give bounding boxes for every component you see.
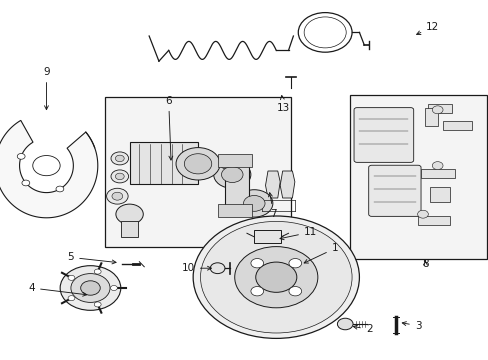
Circle shape xyxy=(184,154,211,174)
Circle shape xyxy=(220,158,234,169)
Circle shape xyxy=(94,302,101,307)
FancyBboxPatch shape xyxy=(353,108,413,162)
Circle shape xyxy=(288,287,301,296)
Text: 11: 11 xyxy=(280,227,317,240)
Circle shape xyxy=(210,263,224,274)
Circle shape xyxy=(71,274,110,302)
Circle shape xyxy=(221,167,243,183)
Bar xyxy=(200,158,227,169)
Polygon shape xyxy=(265,171,280,198)
Bar xyxy=(427,104,451,113)
Circle shape xyxy=(60,266,121,310)
Text: 2: 2 xyxy=(353,324,372,334)
Text: 7: 7 xyxy=(268,193,277,219)
Text: 10: 10 xyxy=(182,263,211,273)
Polygon shape xyxy=(0,120,98,218)
Text: 5: 5 xyxy=(67,252,116,264)
Bar xyxy=(217,204,251,217)
Bar xyxy=(349,95,486,259)
Circle shape xyxy=(234,247,317,308)
Circle shape xyxy=(115,155,124,162)
Bar xyxy=(417,216,449,225)
Circle shape xyxy=(81,281,100,295)
Bar xyxy=(429,187,449,202)
Text: 8: 8 xyxy=(421,259,428,269)
Circle shape xyxy=(255,262,296,292)
Circle shape xyxy=(110,285,117,291)
Circle shape xyxy=(250,258,263,268)
Text: 3: 3 xyxy=(402,321,421,331)
Bar xyxy=(442,121,471,130)
Circle shape xyxy=(112,192,122,200)
Circle shape xyxy=(193,216,359,338)
Circle shape xyxy=(17,153,25,159)
Circle shape xyxy=(288,258,301,268)
Polygon shape xyxy=(280,171,294,198)
Circle shape xyxy=(115,173,124,180)
Text: 6: 6 xyxy=(165,96,172,160)
Circle shape xyxy=(56,186,63,192)
Circle shape xyxy=(235,190,272,217)
Text: 4: 4 xyxy=(28,283,86,296)
Circle shape xyxy=(111,152,128,165)
Bar xyxy=(425,108,437,126)
Text: 13: 13 xyxy=(276,95,290,113)
Bar xyxy=(121,221,138,237)
Circle shape xyxy=(417,210,427,218)
Circle shape xyxy=(22,180,30,186)
Circle shape xyxy=(200,221,351,333)
Bar xyxy=(129,142,198,184)
Circle shape xyxy=(111,170,128,183)
Circle shape xyxy=(116,204,143,224)
Circle shape xyxy=(337,318,352,330)
Circle shape xyxy=(213,161,250,188)
Circle shape xyxy=(68,296,75,301)
Circle shape xyxy=(431,162,442,170)
Bar xyxy=(254,230,281,243)
Circle shape xyxy=(106,188,128,204)
Bar xyxy=(420,169,454,178)
Circle shape xyxy=(176,148,220,180)
Circle shape xyxy=(68,275,75,280)
Text: 9: 9 xyxy=(43,67,50,109)
Circle shape xyxy=(94,269,101,274)
Circle shape xyxy=(250,287,263,296)
Bar xyxy=(105,97,290,247)
Circle shape xyxy=(243,195,264,211)
Bar xyxy=(224,155,249,216)
Circle shape xyxy=(193,158,207,169)
Circle shape xyxy=(33,156,60,176)
Bar xyxy=(217,154,251,167)
Text: 1: 1 xyxy=(304,243,338,263)
Circle shape xyxy=(431,106,442,114)
FancyBboxPatch shape xyxy=(368,165,420,216)
Text: 12: 12 xyxy=(416,22,439,35)
